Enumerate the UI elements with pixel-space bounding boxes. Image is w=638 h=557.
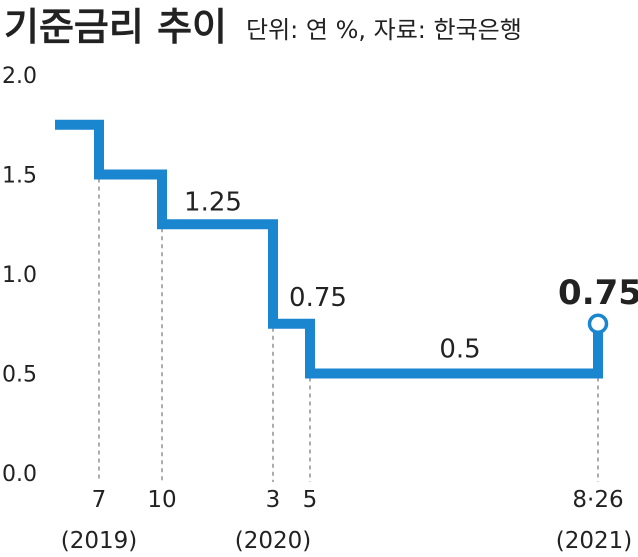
x-tick-label: 5 — [303, 487, 318, 513]
data-label: 0.75 — [289, 283, 347, 313]
change-guides — [98, 178, 599, 482]
data-labels: 1.25 0.75 0.5 0.75 — [184, 187, 638, 364]
y-tick-label: 1.5 — [2, 164, 37, 189]
y-tick-label: 2.0 — [2, 64, 37, 89]
x-tick-label: 7 — [92, 487, 107, 513]
x-tick-label: 8·26 — [572, 487, 623, 513]
chart-subtitle: 단위: 연 %, 자료: 한국은행 — [246, 16, 522, 44]
x-tick-label: 10 — [147, 487, 176, 513]
data-label: 1.25 — [184, 187, 242, 217]
y-tick-label: 1.0 — [2, 263, 37, 288]
data-label: 0.5 — [439, 335, 480, 365]
data-label: 0.75 — [558, 273, 638, 313]
x-tick-year: (2021) — [556, 528, 632, 554]
y-tick-label: 0.5 — [2, 363, 37, 388]
rate-step-line — [55, 119, 603, 379]
chart-title: 기준금리 추이 — [4, 5, 227, 49]
y-axis-ticks: 2.0 1.5 1.0 0.5 0.0 — [2, 64, 37, 487]
x-tick-year: (2019) — [61, 528, 137, 554]
x-tick-year: (2020) — [235, 528, 311, 554]
x-tick-label: 3 — [266, 487, 281, 513]
y-tick-label: 0.0 — [2, 462, 37, 487]
rate-series — [55, 119, 609, 379]
x-axis-ticks: 7 (2019) 10 3 (2020) 5 8·26 (2021) — [61, 487, 632, 554]
endpoint-marker — [587, 313, 609, 334]
